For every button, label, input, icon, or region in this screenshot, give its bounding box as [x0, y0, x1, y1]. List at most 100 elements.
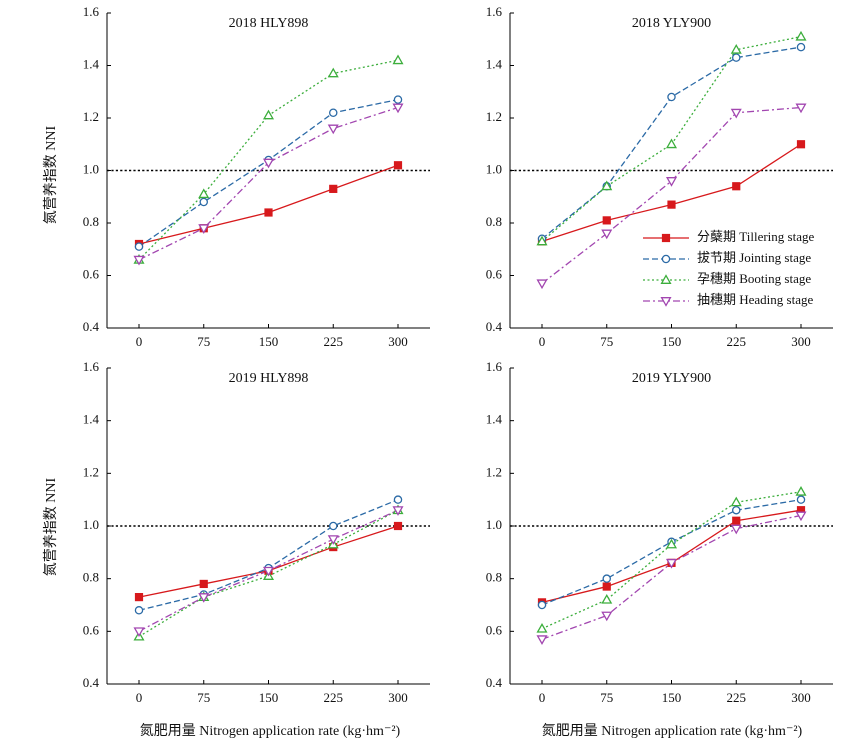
legend-item-3: 孕穗期 Booting stage: [643, 271, 811, 286]
data-point-series-2: [796, 42, 806, 52]
y-tick-label: 1.6: [486, 4, 503, 19]
x-tick-label: 75: [600, 690, 613, 705]
series-line-1: [541, 143, 802, 242]
series-line-4: [541, 514, 802, 640]
series-line-1: [138, 525, 399, 598]
data-point-series-4: [795, 103, 807, 114]
data-point-series-3: [536, 622, 548, 633]
data-point-series-4: [198, 593, 210, 603]
legend-marker: [660, 274, 672, 284]
legend-label: 抽穗期 Heading stage: [697, 292, 813, 307]
y-tick-label: 1.6: [486, 359, 503, 374]
data-point-series-3: [262, 109, 275, 120]
data-point-series-2: [134, 242, 144, 251]
data-point-series-2: [199, 197, 208, 207]
x-tick-label: 0: [136, 690, 143, 705]
x-tick-label: 0: [136, 334, 143, 349]
legend: 分蘖期 Tillering stage 拔节期 Jointing stage 孕穗期…: [643, 229, 814, 307]
data-point-series-4: [327, 124, 339, 135]
data-point-series-1: [393, 161, 403, 170]
panel-title: 2018 YLY900: [632, 16, 711, 31]
panel-title: 2018 HLY898: [229, 16, 309, 31]
data-point-series-1: [732, 182, 741, 191]
x-tick-label: 300: [388, 334, 408, 349]
data-point-series-2: [393, 495, 403, 504]
data-point-series-2: [732, 505, 741, 515]
panels: 0.4 0.6 0.8 1.0 1.2 1.4 1.6 0 75 150 225 300 2018 HL…: [83, 4, 833, 705]
y-axis-label-top: 氮营养指数 NNI: [43, 125, 59, 224]
x-tick-label: 75: [197, 334, 210, 349]
y-tick-label: 0.8: [83, 214, 99, 229]
data-point-series-3: [198, 188, 210, 199]
data-point-series-1: [667, 200, 676, 209]
data-point-series-2: [393, 95, 403, 104]
y-tick-label: 1.4: [486, 412, 503, 427]
y-tick-label: 1.2: [486, 464, 502, 479]
y-tick-label: 0.8: [486, 570, 502, 585]
chart-panel-1: 0.4 0.6 0.8 1.0 1.2 1.4 1.6 0 75 150 225 300 2018 HL…: [83, 4, 430, 349]
panel-title: 2019 HLY898: [229, 371, 309, 386]
data-point-series-4: [601, 229, 613, 240]
x-tick-label: 225: [727, 334, 747, 349]
y-tick-label: 1.4: [83, 56, 100, 71]
y-tick-label: 1.0: [83, 161, 99, 176]
x-tick-label: 225: [727, 690, 747, 705]
data-point-series-1: [393, 521, 403, 531]
x-tick-label: 225: [324, 334, 344, 349]
data-point-series-4: [730, 524, 742, 535]
y-tick-label: 0.4: [486, 675, 503, 690]
data-point-series-2: [537, 600, 547, 610]
y-tick-label: 1.6: [83, 359, 100, 374]
data-point-series-3: [795, 486, 807, 496]
data-point-series-4: [536, 635, 548, 645]
y-tick-label: 0.6: [486, 266, 503, 281]
data-point-series-2: [732, 53, 741, 62]
chart-panel-4: 0.4 0.6 0.8 1.0 1.2 1.4 1.6 0 75 150 225 300 2019 YL…: [486, 359, 833, 705]
x-tick-label: 300: [791, 334, 811, 349]
chart-panel-2: 0.4 0.6 0.8 1.0 1.2 1.4 1.6 0 75 150 225 300 2018 YL…: [486, 4, 833, 349]
legend-label: 分蘖期 Tillering stage: [697, 229, 814, 244]
data-point-series-1: [199, 579, 208, 589]
y-tick-label: 1.2: [83, 464, 99, 479]
x-tick-label: 150: [662, 690, 682, 705]
series-line-2: [541, 499, 802, 606]
y-tick-label: 0.4: [486, 319, 503, 334]
x-axis-label-left: 氮肥用量 Nitrogen application rate (kg·hm⁻²): [140, 723, 401, 739]
x-axis-label-right: 氮肥用量 Nitrogen application rate (kg·hm⁻²): [542, 723, 803, 739]
legend-marker: [661, 254, 671, 264]
data-point-series-4: [262, 158, 275, 169]
data-point-series-2: [796, 495, 806, 504]
x-tick-label: 0: [539, 334, 546, 349]
data-point-series-2: [134, 606, 144, 615]
data-point-series-4: [795, 511, 807, 522]
data-point-series-3: [536, 235, 548, 246]
data-point-series-1: [134, 593, 144, 602]
series-line-2: [138, 499, 399, 611]
data-point-series-1: [264, 208, 273, 217]
data-point-series-4: [730, 108, 742, 119]
y-tick-label: 0.4: [83, 675, 100, 690]
legend-item-2: 拔节期 Jointing stage: [643, 250, 811, 265]
y-tick-label: 1.4: [486, 56, 503, 71]
legend-label: 孕穗期 Booting stage: [697, 271, 811, 286]
x-tick-label: 150: [259, 690, 279, 705]
data-point-series-3: [665, 138, 678, 149]
data-point-series-3: [795, 30, 807, 41]
data-point-series-4: [601, 611, 613, 622]
x-tick-label: 75: [197, 690, 210, 705]
x-tick-label: 0: [539, 690, 546, 705]
x-tick-label: 300: [388, 690, 408, 705]
y-tick-label: 0.8: [486, 214, 502, 229]
series-line-3: [138, 509, 399, 638]
data-point-series-2: [328, 108, 338, 118]
y-tick-label: 1.0: [486, 161, 502, 176]
x-tick-label: 75: [600, 334, 613, 349]
data-point-series-1: [602, 216, 611, 225]
data-point-series-4: [665, 558, 678, 569]
data-point-series-4: [665, 177, 678, 187]
y-tick-label: 1.2: [83, 109, 99, 124]
series-line-4: [138, 509, 399, 632]
y-tick-label: 0.4: [83, 319, 100, 334]
data-point-series-4: [133, 255, 145, 266]
y-tick-label: 0.6: [83, 622, 100, 637]
